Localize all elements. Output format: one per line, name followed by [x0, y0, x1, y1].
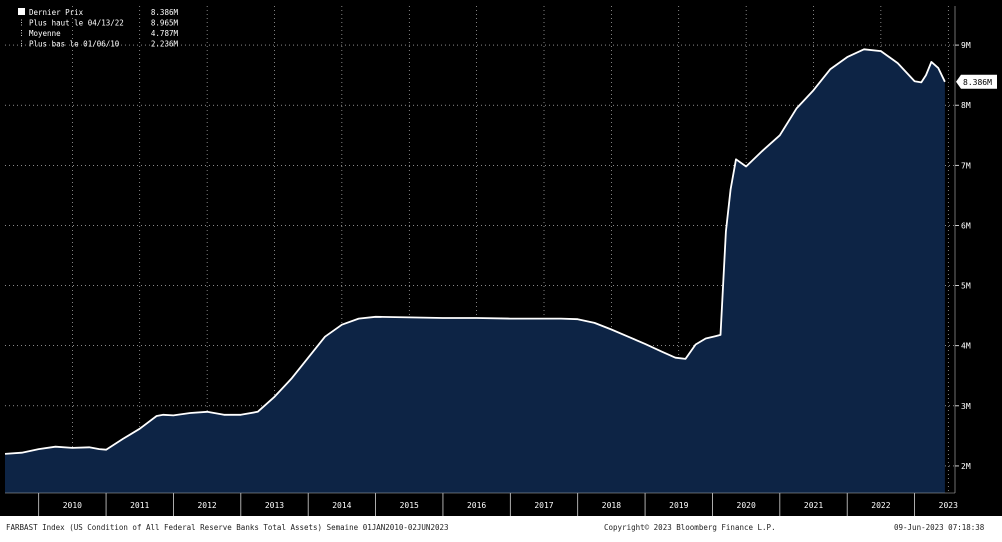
y-tick-label: 2M — [961, 462, 971, 471]
series-layer — [4, 48, 946, 494]
x-tick-label: 2016 — [467, 501, 486, 510]
x-tick-label: 2017 — [534, 501, 553, 510]
last-value-badge-bg — [956, 74, 997, 89]
x-tick-label: 2015 — [400, 501, 419, 510]
legend-label: Dernier Prix — [29, 8, 84, 17]
footer-index-description: FARBAST Index (US Condition of All Feder… — [6, 523, 449, 532]
last-value-label: 8.386M — [963, 78, 992, 87]
y-tick-label: 4M — [961, 342, 971, 351]
footer-timestamp: 09-Jun-2023 07:18:38 — [894, 523, 985, 532]
legend-label: Plus bas le 01/06/10 — [29, 40, 120, 49]
footer: FARBAST Index (US Condition of All Feder… — [0, 516, 1002, 542]
y-tick-label: 8M — [961, 101, 971, 110]
series-area — [5, 49, 945, 494]
y-tick-label: 7M — [961, 161, 971, 170]
legend-label: Moyenne — [29, 29, 61, 38]
y-tick-label: 6M — [961, 221, 971, 230]
x-tick-label: 2020 — [737, 501, 756, 510]
x-axis: 2010 2011 2012 2013 2014 2015 2016 2017 2018 2019… — [5, 492, 958, 510]
x-tick-label: 2021 — [804, 501, 823, 510]
legend-label: Plus haut le 04/13/22 — [29, 19, 124, 28]
x-tick-label: 2011 — [130, 501, 149, 510]
x-tick-label: 2013 — [265, 501, 284, 510]
series-line — [4, 48, 946, 455]
y-axis: 2M 3M 4M 5M 6M 7M 8M 9M — [954, 6, 971, 493]
y-tick-label: 9M — [961, 41, 971, 50]
legend-value: 4.787M — [151, 29, 179, 38]
legend-value: 8.386M — [151, 8, 179, 17]
x-tick-label: 2014 — [332, 501, 351, 510]
y-tick-label: 3M — [961, 402, 971, 411]
last-value-badge: 8.386M — [956, 74, 997, 89]
y-tick-label: 5M — [961, 282, 971, 291]
legend-value: 8.965M — [151, 19, 179, 28]
legend-swatch — [18, 8, 25, 15]
footer-copyright: Copyright© 2023 Bloomberg Finance L.P. — [604, 523, 776, 532]
x-tick-label: 2022 — [871, 501, 890, 510]
year-dividers — [38, 493, 915, 516]
x-tick-label: 2018 — [602, 501, 621, 510]
x-tick-label: 2012 — [197, 501, 216, 510]
legend: Dernier Prix 8.386M Plus haut le 04/13/22 8… — [18, 8, 178, 49]
x-tick-label: 2010 — [63, 501, 82, 510]
x-tick-label: 2019 — [669, 501, 688, 510]
legend-value: 2.236M — [151, 40, 179, 49]
x-tick-label: 2023 — [939, 501, 958, 510]
